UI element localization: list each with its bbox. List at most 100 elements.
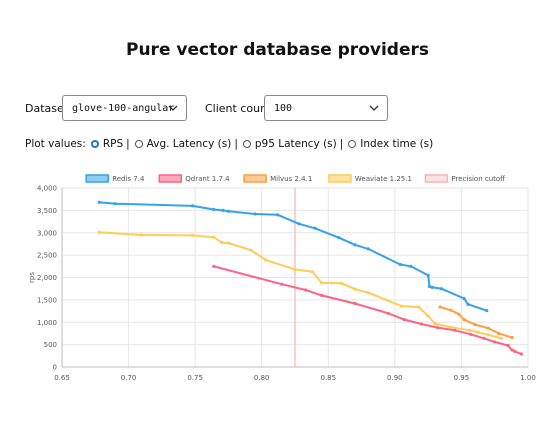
data-point-qdrant-1-7-4 (212, 264, 216, 268)
dataset-label: Dataset: (25, 102, 72, 115)
data-point-redis-7-4 (253, 212, 257, 216)
chevron-down-icon (168, 105, 178, 111)
data-point-weaviate-1-25-1 (226, 241, 231, 245)
data-point-milvus-2-4-1 (462, 317, 466, 322)
data-point-qdrant-1-7-4 (280, 282, 284, 286)
separator: | (126, 138, 130, 150)
data-point-qdrant-1-7-4 (510, 348, 514, 352)
data-point-redis-7-4 (462, 296, 466, 301)
data-point-weaviate-1-25-1 (449, 325, 453, 329)
data-point-weaviate-1-25-1 (320, 281, 324, 285)
data-point-redis-7-4 (439, 287, 444, 291)
data-point-weaviate-1-25-1 (433, 321, 437, 326)
data-point-redis-7-4 (353, 243, 357, 247)
legend-swatch (85, 174, 109, 183)
data-point-qdrant-1-7-4 (320, 293, 324, 297)
data-point-weaviate-1-25-1 (417, 305, 421, 309)
data-point-milvus-2-4-1 (510, 335, 514, 340)
data-point-weaviate-1-25-1 (310, 270, 314, 274)
legend-label: Redis 7.4 (112, 175, 145, 183)
data-point-redis-7-4 (466, 302, 470, 306)
data-point-weaviate-1-25-1 (426, 314, 430, 318)
data-point-qdrant-1-7-4 (386, 311, 390, 315)
data-point-redis-7-4 (409, 264, 413, 268)
radio-option-p95-latency[interactable]: p95 Latency (s) (238, 138, 337, 150)
data-point-redis-7-4 (337, 236, 341, 240)
y-axis-label: rps (28, 272, 36, 283)
data-point-weaviate-1-25-1 (97, 230, 101, 234)
data-point-weaviate-1-25-1 (140, 233, 144, 237)
data-point-qdrant-1-7-4 (402, 317, 406, 322)
dataset-select[interactable]: glove-100-angular (62, 95, 187, 121)
data-point-redis-7-4 (113, 202, 117, 206)
data-point-redis-7-4 (427, 284, 432, 289)
rps-chart: 0 500 1,000 1,500 2,000 2,500 3,000 3,500 4,000 0… (28, 174, 536, 382)
data-point-qdrant-1-7-4 (513, 349, 517, 353)
x-tick-label: 0.75 (187, 374, 203, 382)
x-tick-label: 0.80 (254, 374, 270, 382)
data-point-redis-7-4 (313, 226, 317, 230)
client-count-select[interactable]: 100 (264, 95, 388, 121)
separator: | (234, 138, 238, 150)
data-point-milvus-2-4-1 (497, 331, 501, 336)
x-tick-label: 0.95 (454, 374, 470, 382)
plot-values-group: Plot values: RPS | Avg. Latency (s) | p9… (25, 138, 433, 150)
data-point-qdrant-1-7-4 (435, 326, 440, 330)
data-point-milvus-2-4-1 (473, 322, 477, 327)
client-count-value: 100 (274, 102, 293, 114)
series-line-redis-7-4 (99, 201, 488, 312)
data-point-redis-7-4 (398, 262, 402, 267)
radio-option-avg-latency[interactable]: Avg. Latency (s) (130, 138, 232, 150)
data-point-redis-7-4 (485, 309, 489, 313)
data-point-weaviate-1-25-1 (399, 304, 404, 308)
plot-values-label: Plot values: (25, 138, 86, 150)
client-count-label: Client count: (205, 102, 276, 115)
data-point-weaviate-1-25-1 (249, 248, 253, 252)
radio-avg-latency[interactable] (134, 140, 143, 148)
legend-swatch (158, 174, 183, 183)
x-tick-label: 1.00 (520, 374, 536, 382)
data-point-qdrant-1-7-4 (493, 340, 497, 344)
y-tick-label: 0 (53, 364, 57, 372)
legend-swatch (243, 174, 267, 183)
data-point-redis-7-4 (276, 213, 280, 217)
x-tick-label: 0.90 (387, 374, 403, 382)
legend-label: Precision cutoff (451, 175, 505, 183)
data-point-weaviate-1-25-1 (475, 330, 480, 334)
legend-label: Milvus 2.4.1 (270, 175, 312, 183)
y-tick-label: 3,500 (37, 207, 57, 215)
radio-label-index-time: Index time (s) (360, 138, 434, 150)
data-point-weaviate-1-25-1 (499, 336, 503, 340)
dataset-value: glove-100-angular (72, 102, 175, 114)
y-tick-label: 500 (44, 341, 57, 349)
radio-rps[interactable] (90, 140, 99, 148)
data-point-weaviate-1-25-1 (190, 233, 195, 238)
data-point-weaviate-1-25-1 (293, 267, 297, 272)
y-tick-label: 1,500 (37, 296, 57, 304)
data-point-qdrant-1-7-4 (353, 301, 357, 306)
data-point-redis-7-4 (190, 204, 195, 208)
radio-option-index-time[interactable]: Index time (s) (343, 138, 433, 150)
data-point-qdrant-1-7-4 (453, 328, 457, 332)
radio-index-time[interactable] (348, 140, 357, 148)
radio-option-rps[interactable]: RPS (86, 138, 123, 150)
data-point-weaviate-1-25-1 (467, 328, 472, 332)
legend-label: Qdrant 1.7.4 (185, 175, 230, 183)
data-point-qdrant-1-7-4 (519, 352, 523, 356)
legend-label: Weaviate 1.25.1 (355, 175, 412, 183)
radio-label-avg-latency: Avg. Latency (s) (146, 138, 232, 150)
y-tick-label: 4,000 (37, 185, 57, 193)
data-point-milvus-2-4-1 (457, 312, 461, 316)
series-line-qdrant-1-7-4 (213, 265, 522, 355)
data-point-weaviate-1-25-1 (366, 291, 370, 295)
data-point-milvus-2-4-1 (449, 308, 453, 312)
data-point-weaviate-1-25-1 (353, 287, 357, 291)
y-tick-label: 2,000 (37, 274, 57, 282)
data-point-redis-7-4 (97, 200, 101, 204)
data-point-milvus-2-4-1 (486, 326, 490, 330)
data-point-redis-7-4 (212, 207, 216, 212)
data-point-weaviate-1-25-1 (486, 333, 490, 337)
radio-p95-latency[interactable] (242, 140, 251, 148)
data-point-redis-7-4 (226, 209, 231, 213)
data-point-redis-7-4 (221, 208, 225, 212)
